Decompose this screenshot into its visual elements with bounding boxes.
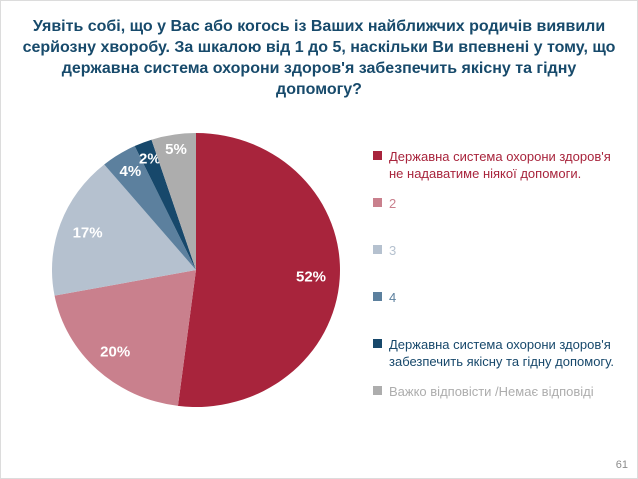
pie-slice-3 <box>52 164 196 296</box>
pie-data-label-1: 52% <box>296 268 326 285</box>
pie-slice-6 <box>151 133 196 270</box>
pie-data-label-2: 20% <box>100 343 130 360</box>
legend-swatch-icon <box>373 339 382 348</box>
legend-item-3: 3 <box>373 242 625 259</box>
chart-legend: Державна система охорони здоров'я не над… <box>373 148 631 438</box>
legend-label: Важко відповісти /Немає відповіді <box>389 384 594 399</box>
legend-item-4: 4 <box>373 289 625 306</box>
pie-data-label-3: 17% <box>73 224 103 241</box>
legend-label: Державна система охорони здоров'я забезп… <box>389 337 614 369</box>
pie-chart: 52% 20% 17% 4% 2% 5% <box>52 133 340 407</box>
legend-swatch-icon <box>373 386 382 395</box>
page-number: 61 <box>615 459 628 471</box>
legend-swatch-icon <box>373 292 382 301</box>
legend-item-1: Державна система охорони здоров'я не над… <box>373 148 625 182</box>
legend-label: 2 <box>389 196 397 211</box>
pie-data-label-4: 4% <box>120 163 142 180</box>
legend-item-6: Важко відповісти /Немає відповіді <box>373 383 625 400</box>
pie-slice-5 <box>134 139 196 270</box>
pie-slice-2 <box>54 270 196 406</box>
legend-swatch-icon <box>373 245 382 254</box>
legend-label: Державна система охорони здоров'я не над… <box>389 149 611 181</box>
legend-swatch-icon <box>373 151 382 160</box>
pie-svg: 52% 20% 17% 4%2%5% <box>52 133 340 407</box>
legend-label: 4 <box>389 290 397 305</box>
slide-title: Уявіть собі, що у Вас або когось із Ваши… <box>22 18 616 98</box>
legend-item-5: Державна система охорони здоров'я забезп… <box>373 336 625 370</box>
pie-slice-1 <box>177 133 340 407</box>
pie-data-label-6: 5% <box>165 141 187 158</box>
pie-data-label-5: 2% <box>139 151 161 168</box>
pie-slice-4 <box>104 146 196 270</box>
legend-label: 3 <box>389 243 397 258</box>
legend-item-2: 2 <box>373 195 625 212</box>
legend-swatch-icon <box>373 198 382 207</box>
